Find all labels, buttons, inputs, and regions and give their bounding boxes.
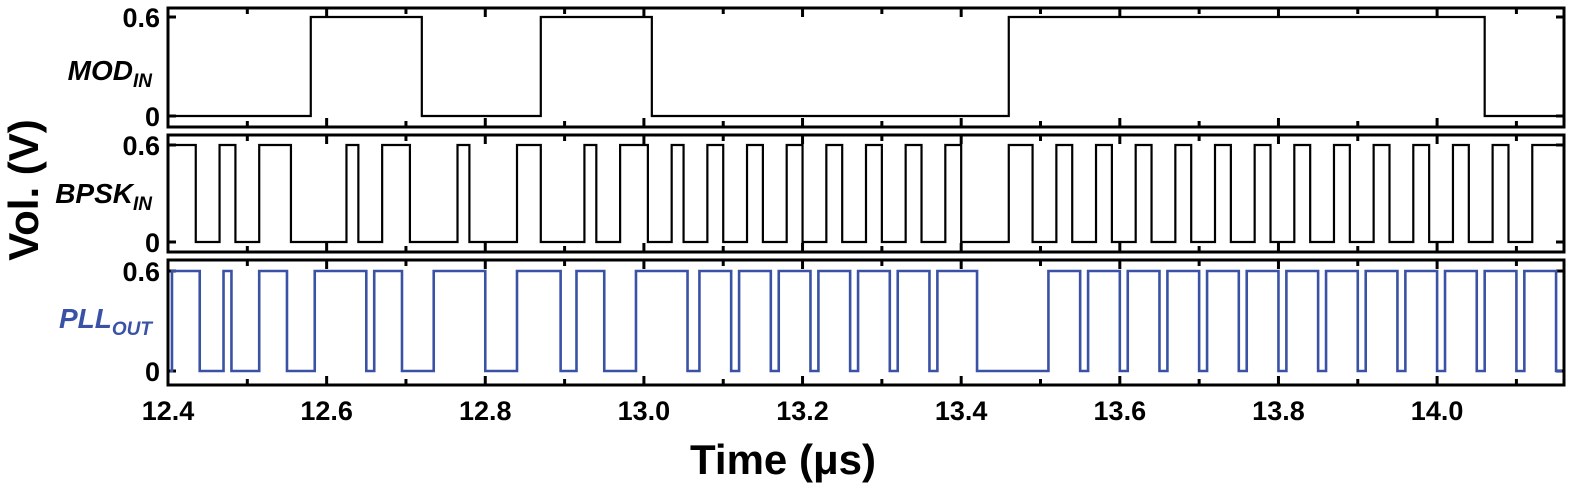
panel-pll: 00.6 — [122, 257, 1566, 387]
label-mod-in: MODIN — [68, 55, 154, 92]
y-tick-label: 0.6 — [122, 131, 160, 161]
y-tick-label: 0 — [145, 228, 160, 258]
panel-frame — [166, 6, 1566, 129]
panel-bpsk: 00.6 — [122, 131, 1566, 258]
label-pll-out: PLLOUT — [59, 303, 153, 340]
x-tick-label: 13.4 — [935, 396, 988, 426]
y-tick-label: 0 — [145, 102, 160, 132]
x-axis-title: Time (μs) — [690, 436, 876, 483]
panel-mod: 00.6 — [122, 3, 1566, 132]
x-tick-label: 13.8 — [1252, 396, 1305, 426]
panel-frame — [166, 258, 1566, 387]
x-tick-label: 12.6 — [300, 396, 353, 426]
waveform-bpsk — [170, 143, 1562, 244]
x-tick-label: 12.8 — [459, 396, 512, 426]
x-tick-label: 13.6 — [1094, 396, 1147, 426]
x-tick-label: 12.4 — [142, 396, 195, 426]
y-axis-title: Vol. (V) — [0, 119, 47, 261]
x-tick-label: 13.2 — [776, 396, 829, 426]
x-tick-label: 14.0 — [1411, 396, 1464, 426]
waveform-mod — [170, 15, 1562, 118]
y-tick-label: 0.6 — [122, 257, 160, 287]
label-bpsk-in: BPSKIN — [55, 178, 153, 215]
x-tick-label: 13.0 — [618, 396, 671, 426]
panels-group: 00.600.600.6 — [122, 3, 1566, 387]
waveform-pll — [170, 269, 1562, 373]
x-axis-ticks: 12.4 12.6 12.8 13.0 13.2 13.4 13.6 13.8 14.0 — [142, 396, 1464, 426]
y-tick-label: 0.6 — [122, 3, 160, 33]
panel-frame — [166, 133, 1566, 254]
y-tick-label: 0 — [145, 357, 160, 387]
